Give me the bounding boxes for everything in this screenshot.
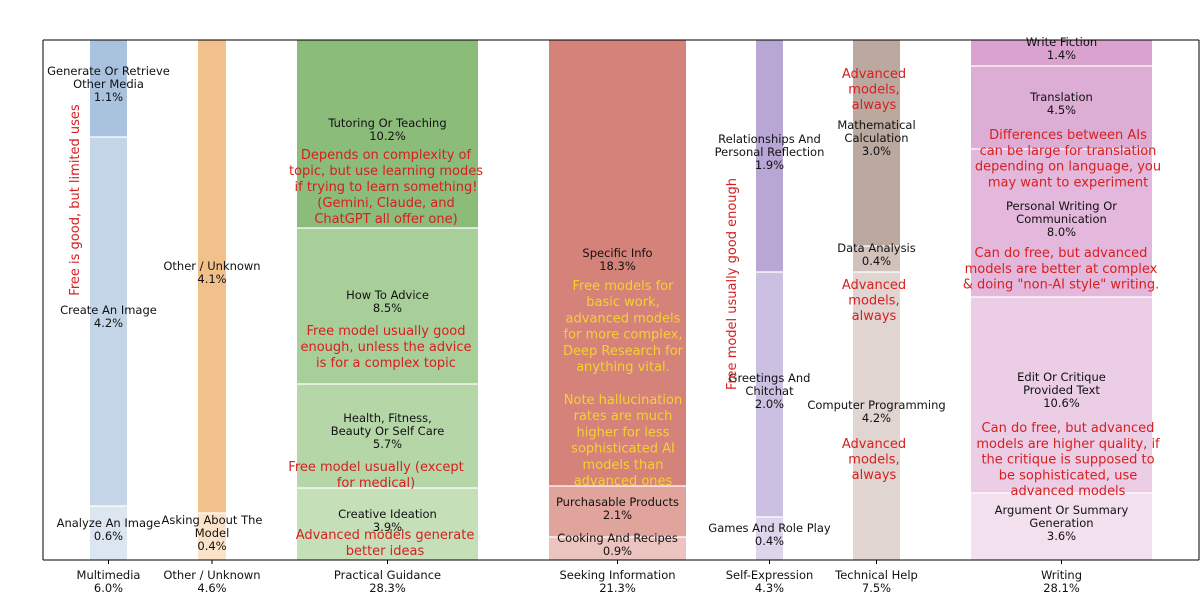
- segment-label: Relationships And Personal Reflection 1.9%: [715, 132, 825, 172]
- annotation-text: Can do free, but advanced models are bett…: [963, 246, 1160, 293]
- bar-group-3: [549, 40, 686, 560]
- segment-label: How To Advice 8.5%: [346, 288, 429, 315]
- annotation-text: Advanced models generate better ideas: [296, 528, 475, 559]
- segment-label: Write Fiction 1.4%: [1026, 35, 1097, 62]
- segment-label: Personal Writing Or Communication 8.0%: [1006, 199, 1117, 239]
- x-tick-label: Self-Expression 4.3%: [726, 568, 814, 595]
- bar-segment: [853, 272, 900, 560]
- segment-label: Purchasable Products 2.1%: [556, 495, 679, 522]
- annotation-text: Free model usually (except for medical): [288, 460, 463, 491]
- x-tick-label: Multimedia 6.0%: [77, 568, 141, 595]
- annotation-text: Depends on complexity of topic, but use l…: [289, 148, 483, 227]
- bar-segment: [90, 137, 127, 506]
- annotation-text: Note hallucination rates are much higher f…: [564, 393, 682, 489]
- x-tick-label: Writing 28.1%: [1041, 568, 1082, 595]
- bar-segment: [971, 493, 1152, 560]
- bar-segment: [971, 66, 1152, 149]
- annotation-text: Free is good, but limited uses: [68, 104, 83, 296]
- bar-segment: [297, 228, 478, 384]
- annotation-text: Differences between AIs can be large for …: [975, 128, 1161, 190]
- x-tick-label: Seeking Information 21.3%: [559, 568, 675, 595]
- bar-segment: [756, 272, 783, 517]
- bar-segment: [971, 149, 1152, 297]
- bar-group-5: [853, 40, 900, 560]
- segment-label: Generate Or Retrieve Other Media 1.1%: [47, 64, 170, 104]
- annotation-text: Advanced models, always: [842, 67, 906, 113]
- annotation-text: Free model usually good enough, unless th…: [300, 324, 471, 371]
- bar-group-0: [90, 40, 127, 560]
- segment-label: Asking About The Model 0.4%: [161, 513, 262, 553]
- bar-segment: [297, 488, 478, 560]
- bar-segment: [549, 40, 686, 486]
- segment-label: Games And Role Play 0.4%: [708, 521, 831, 548]
- bar-segment: [971, 297, 1152, 493]
- segment-label: Edit Or Critique Provided Text 10.6%: [1017, 370, 1106, 410]
- bar-group-6: [971, 40, 1152, 560]
- bar-segment: [90, 40, 127, 137]
- segment-label: Specific Info 18.3%: [582, 246, 652, 273]
- bar-segment: [756, 40, 783, 272]
- bar-segment: [90, 506, 127, 560]
- segment-label: Other / Unknown 4.1%: [163, 259, 260, 286]
- bar-segment: [549, 537, 686, 560]
- bar-segment: [853, 40, 900, 246]
- segment-label: Cooking And Recipes 0.9%: [557, 531, 678, 558]
- annotation-text: Free model usually good enough: [725, 178, 740, 390]
- annotation-text: Free models for basic work, advanced model…: [563, 279, 684, 375]
- bar-segment: [297, 384, 478, 488]
- axes-frame: [42, 39, 1200, 561]
- segment-label: Creative Ideation 3.9%: [338, 507, 437, 534]
- x-tick-label: Technical Help 7.5%: [834, 568, 918, 595]
- segment-label: Mathematical Calculation 3.0%: [837, 118, 915, 158]
- segment-label: Create An Image 4.2%: [60, 303, 157, 330]
- annotation-text: Can do free, but advanced models are high…: [976, 421, 1160, 499]
- segment-label: Tutoring Or Teaching 10.2%: [327, 116, 446, 143]
- x-tick-label: Practical Guidance 28.3%: [334, 568, 441, 595]
- segment-label: Analyze An Image 0.6%: [57, 516, 161, 543]
- bar-group-4: [756, 40, 783, 560]
- bar-segment: [198, 513, 226, 560]
- bar-group-2: [297, 40, 478, 560]
- segment-label: Translation 4.5%: [1029, 90, 1093, 117]
- bar-segment: [756, 517, 783, 560]
- bar-segment: [198, 40, 226, 513]
- bar-segment: [549, 486, 686, 537]
- segment-label: Data Analysis 0.4%: [837, 241, 916, 268]
- bar-segment: [297, 40, 478, 228]
- annotation-text: Advanced models, always: [842, 437, 906, 483]
- bars: [90, 40, 1152, 560]
- bar-segment: [853, 246, 900, 272]
- bar-segment: [971, 40, 1152, 66]
- x-tick-label: Other / Unknown 4.6%: [163, 568, 260, 595]
- segment-label: Health, Fitness, Beauty Or Self Care 5.7%: [331, 411, 445, 451]
- bar-group-1: [198, 40, 226, 560]
- segment-label: Greetings And Chitchat 2.0%: [729, 371, 811, 411]
- segment-label: Computer Programming 4.2%: [807, 398, 945, 425]
- annotation-text: Advanced models, always: [842, 278, 906, 324]
- segment-label: Argument Or Summary Generation 3.6%: [995, 503, 1129, 543]
